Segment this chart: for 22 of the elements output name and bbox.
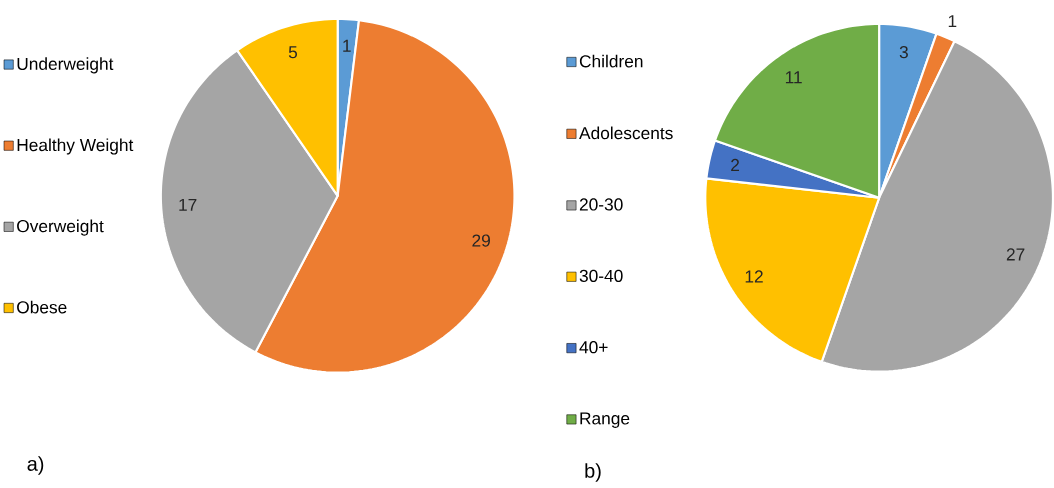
data-label: 17 [179,199,197,212]
legend-label: Underweight [17,57,114,74]
data-label: 27 [1006,248,1025,261]
text: b) [585,463,601,483]
data-label: 12 [745,270,763,283]
data-label: 2 [731,159,740,172]
data-label: 5 [288,46,298,59]
data-label: 1 [948,15,957,28]
legend-label: Range [580,412,630,429]
data-label: 11 [785,71,802,84]
legend-label: Adolescents [579,126,673,140]
legend-label: Healthy Weight [17,138,134,155]
legend-label: Children [579,54,643,68]
legend-label: Overweight [17,219,104,236]
data-label: 3 [899,46,908,59]
data-label: 1 [343,40,351,52]
data-label: 29 [472,234,490,247]
legend-label: 40+ [579,341,608,354]
legend-label: 20-30 [579,198,623,211]
legend-label: Obese [17,300,67,314]
text: a) [27,456,44,476]
legend-label: 30-40 [579,269,623,283]
